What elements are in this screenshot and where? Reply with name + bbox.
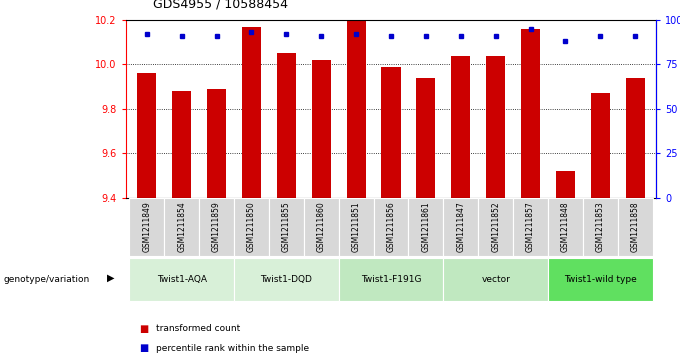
Bar <box>269 198 304 256</box>
Text: GSM1211854: GSM1211854 <box>177 201 186 252</box>
Bar <box>164 198 199 256</box>
Bar <box>583 198 618 256</box>
Text: GSM1211855: GSM1211855 <box>282 201 291 252</box>
Bar <box>416 78 435 198</box>
Bar <box>556 171 575 198</box>
Text: vector: vector <box>481 275 510 284</box>
Bar <box>591 93 610 198</box>
Text: GSM1211861: GSM1211861 <box>422 201 430 252</box>
Bar <box>234 258 339 301</box>
Bar <box>172 91 191 198</box>
Bar <box>626 78 645 198</box>
Text: GSM1211850: GSM1211850 <box>247 201 256 252</box>
Text: GSM1211857: GSM1211857 <box>526 201 535 252</box>
Text: GSM1211852: GSM1211852 <box>491 201 500 252</box>
Text: ■: ■ <box>139 343 149 354</box>
Bar <box>443 198 478 256</box>
Text: GSM1211847: GSM1211847 <box>456 201 465 252</box>
Bar <box>478 198 513 256</box>
Text: percentile rank within the sample: percentile rank within the sample <box>156 344 309 353</box>
Bar <box>548 198 583 256</box>
Bar <box>381 67 401 198</box>
Bar <box>443 258 548 301</box>
Text: GSM1211848: GSM1211848 <box>561 201 570 252</box>
Text: ■: ■ <box>139 323 149 334</box>
Text: Twist1-F191G: Twist1-F191G <box>361 275 421 284</box>
Bar <box>207 89 226 198</box>
Bar <box>486 56 505 198</box>
Bar <box>339 258 443 301</box>
Text: GSM1211849: GSM1211849 <box>142 201 151 252</box>
Bar <box>311 60 330 198</box>
Text: transformed count: transformed count <box>156 324 241 333</box>
Bar <box>339 198 373 256</box>
Bar <box>137 73 156 198</box>
Bar <box>373 198 409 256</box>
Bar <box>618 198 653 256</box>
Text: GSM1211853: GSM1211853 <box>596 201 605 252</box>
Text: GSM1211859: GSM1211859 <box>212 201 221 252</box>
Text: Twist1-wild type: Twist1-wild type <box>564 275 636 284</box>
Bar <box>513 198 548 256</box>
Bar <box>548 258 653 301</box>
Text: Twist1-DQD: Twist1-DQD <box>260 275 312 284</box>
Bar <box>242 26 261 198</box>
Bar <box>129 258 234 301</box>
Bar <box>347 20 366 198</box>
Bar <box>304 198 339 256</box>
Bar <box>277 53 296 198</box>
Bar <box>521 29 540 198</box>
Bar <box>452 56 471 198</box>
Bar <box>234 198 269 256</box>
Bar <box>409 198 443 256</box>
Text: GDS4955 / 10588454: GDS4955 / 10588454 <box>153 0 288 11</box>
Text: GSM1211860: GSM1211860 <box>317 201 326 252</box>
Text: ▶: ▶ <box>107 273 115 283</box>
Text: genotype/variation: genotype/variation <box>3 275 90 284</box>
Text: GSM1211856: GSM1211856 <box>386 201 396 252</box>
Bar <box>129 198 164 256</box>
Text: GSM1211858: GSM1211858 <box>631 201 640 252</box>
Text: Twist1-AQA: Twist1-AQA <box>156 275 207 284</box>
Bar <box>199 198 234 256</box>
Text: GSM1211851: GSM1211851 <box>352 201 360 252</box>
